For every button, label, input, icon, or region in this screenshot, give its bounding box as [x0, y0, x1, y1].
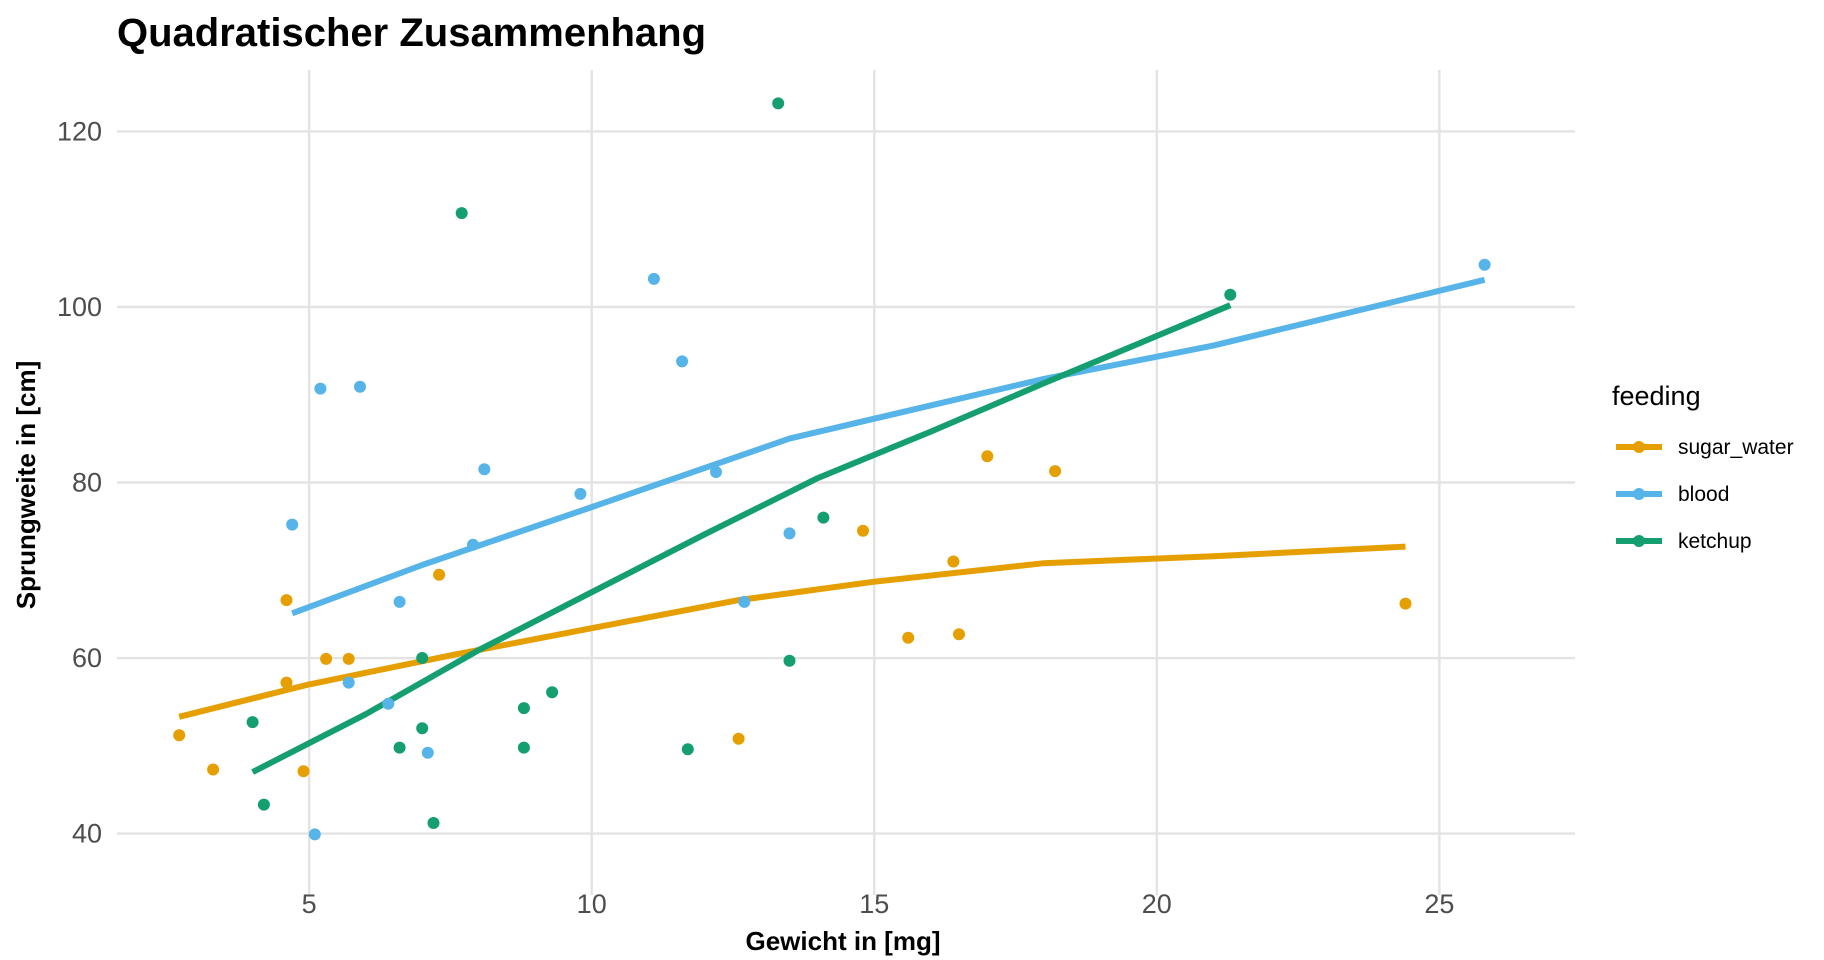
point-blood-15	[783, 527, 796, 540]
point-ketchup-10	[681, 743, 694, 756]
point-ketchup-7	[517, 702, 530, 715]
point-blood-11	[647, 272, 660, 285]
point-sugar_water-8	[732, 732, 745, 745]
trend-lines	[178, 276, 1486, 775]
point-sugar_water-13	[981, 450, 994, 463]
legend-label-sugar_water: sugar_water	[1678, 436, 1794, 459]
point-sugar_water-10	[902, 631, 915, 644]
x-tick-label-1: 10	[577, 889, 607, 919]
point-blood-3	[342, 676, 355, 689]
legend-title: feeding	[1612, 381, 1701, 411]
trend-line-sugar_water	[178, 543, 1406, 720]
point-blood-14	[738, 595, 751, 608]
point-ketchup-5	[427, 817, 440, 829]
point-ketchup-1	[257, 798, 270, 811]
point-blood-9	[478, 463, 491, 476]
point-sugar_water-6	[342, 652, 355, 665]
y-tick-label-1: 60	[72, 643, 102, 673]
x-tick-label-2: 15	[859, 889, 889, 919]
point-sugar_water-3	[280, 676, 293, 689]
point-sugar_water-15	[1399, 597, 1412, 610]
grid	[117, 70, 1575, 895]
point-sugar_water-2	[280, 594, 293, 607]
point-ketchup-4	[416, 722, 429, 735]
point-ketchup-8	[517, 741, 530, 754]
trend-line-ketchup	[251, 302, 1232, 775]
point-blood-0	[286, 518, 299, 531]
point-ketchup-0	[246, 716, 259, 729]
y-axis-title: Sprungweite in [cm]	[11, 361, 41, 609]
y-tick-labels: 40 60 80 100 120	[57, 116, 102, 848]
point-blood-2	[314, 382, 327, 395]
point-ketchup-2	[393, 741, 406, 754]
point-blood-8	[467, 538, 479, 551]
x-tick-label-0: 5	[302, 889, 317, 919]
point-blood-10	[574, 487, 587, 500]
y-tick-label-4: 120	[57, 116, 102, 146]
x-axis-title: Gewicht in [mg]	[746, 926, 941, 956]
point-blood-6	[393, 595, 406, 608]
x-tick-label-4: 25	[1424, 889, 1454, 919]
point-blood-7	[421, 746, 434, 759]
legend-label-blood: blood	[1678, 483, 1729, 506]
point-sugar_water-14	[1049, 465, 1062, 478]
point-sugar_water-7	[433, 568, 446, 581]
point-sugar_water-0	[173, 729, 186, 742]
point-ketchup-3	[416, 652, 429, 664]
legend-label-ketchup: ketchup	[1678, 530, 1752, 553]
point-sugar_water-11	[947, 555, 960, 568]
y-tick-label-3: 100	[57, 292, 102, 322]
x-tick-label-3: 20	[1142, 889, 1172, 919]
point-ketchup-14	[1224, 288, 1237, 301]
point-sugar_water-12	[953, 628, 965, 641]
point-sugar_water-5	[320, 652, 333, 665]
point-ketchup-11	[772, 97, 785, 110]
point-ketchup-12	[783, 654, 796, 667]
legend-key-point-sugar_water	[1633, 441, 1645, 453]
point-blood-16	[1478, 258, 1491, 271]
point-ketchup-6	[455, 207, 468, 220]
x-tick-labels: 5 10 15 20 25	[302, 889, 1455, 919]
data-points	[173, 97, 1491, 841]
point-ketchup-9	[546, 686, 559, 699]
point-blood-5	[382, 697, 395, 710]
y-tick-label-2: 80	[72, 468, 102, 498]
trend-line-blood	[291, 276, 1486, 617]
point-ketchup-13	[817, 511, 830, 524]
point-sugar_water-1	[207, 763, 220, 776]
chart-title: Quadratischer Zusammenhang	[117, 11, 706, 55]
point-blood-12	[676, 355, 689, 368]
point-sugar_water-9	[857, 524, 869, 537]
y-tick-label-0: 40	[72, 819, 102, 849]
legend-key-point-ketchup	[1633, 535, 1645, 547]
point-blood-4	[354, 380, 366, 393]
point-blood-13	[710, 466, 722, 478]
legend-key-point-blood	[1633, 488, 1645, 500]
point-sugar_water-4	[297, 765, 310, 778]
point-blood-1	[308, 828, 321, 841]
